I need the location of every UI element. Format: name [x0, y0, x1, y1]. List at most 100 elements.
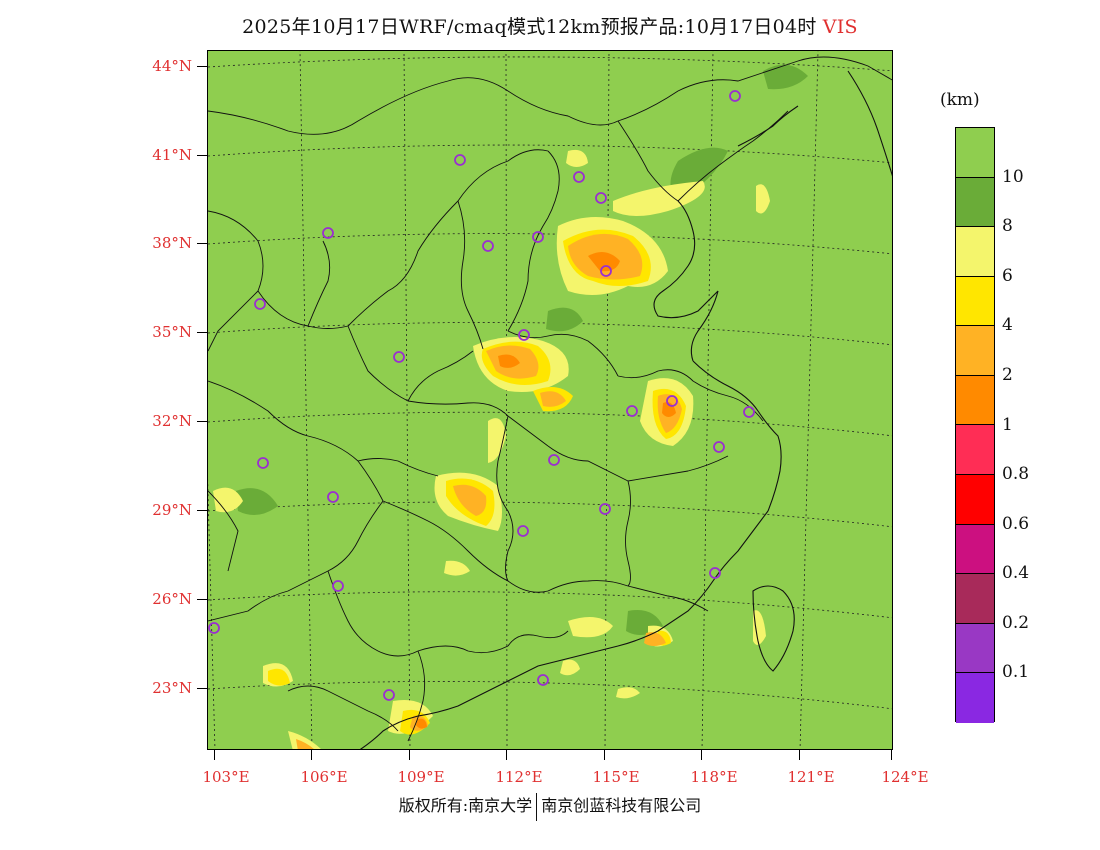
meridian-115: [604, 51, 610, 749]
parallel-23: [208, 681, 892, 710]
visibility-1km-areas: [416, 252, 676, 729]
station-marker: [709, 567, 721, 579]
copyright-text: 版权所有:南京大学: [398, 796, 533, 815]
lon-label-124: 124°E: [881, 768, 929, 786]
station-marker: [537, 674, 549, 686]
lat-tick: [197, 599, 207, 600]
station-marker: [599, 503, 611, 515]
colorbar-label: 0.8: [1002, 464, 1030, 485]
lat-tick: [197, 688, 207, 689]
colorbar-label: 8: [1002, 216, 1013, 237]
lon-label-121: 121°E: [787, 768, 835, 786]
colorbar-unit: (km): [940, 90, 980, 110]
colorbar-segment: [956, 276, 994, 327]
station-marker: [332, 580, 344, 592]
station-marker: [454, 154, 466, 166]
station-marker: [595, 192, 607, 204]
colorbar-segment: [956, 673, 994, 723]
lat-label-29: 29°N: [152, 501, 192, 519]
title-text: 2025年10月17日WRF/cmaq模式12km预报产品:10月17日04时: [242, 16, 817, 38]
footer: 版权所有:南京大学 南京创蓝科技有限公司: [0, 792, 1100, 821]
monitoring-stations: [208, 90, 755, 701]
colorbar-segment: [956, 227, 994, 277]
title-variable: VIS: [822, 16, 858, 38]
lon-tick: [506, 750, 507, 760]
meridian-121: [799, 51, 819, 749]
lon-tick: [891, 750, 892, 760]
meridian-109: [403, 51, 411, 749]
parallel-38: [208, 233, 892, 255]
station-marker: [208, 622, 220, 634]
lat-label-41: 41°N: [152, 146, 192, 164]
colorbar-label: 1: [1002, 414, 1013, 435]
lat-label-38: 38°N: [152, 234, 192, 252]
parallel-29: [208, 501, 892, 528]
colorbar-segment: [956, 375, 994, 426]
station-marker: [257, 457, 269, 469]
map-canvas: [208, 51, 892, 749]
station-marker: [713, 441, 725, 453]
lon-tick: [311, 750, 312, 760]
station-marker: [600, 265, 612, 277]
lon-tick: [214, 750, 215, 760]
colorbar-segment: [956, 326, 994, 376]
station-marker: [666, 395, 678, 407]
colorbar-segment: [956, 623, 994, 674]
lon-label-112: 112°E: [495, 768, 543, 786]
parallel-41: [208, 144, 892, 164]
lon-tick: [701, 750, 702, 760]
lon-label-106: 106°E: [300, 768, 348, 786]
lon-tick: [799, 750, 800, 760]
colorbar-label: 0.1: [1002, 662, 1030, 683]
lat-tick: [197, 155, 207, 156]
coastline: [359, 70, 892, 749]
lat-tick: [197, 66, 207, 67]
lat-tick: [197, 243, 207, 244]
meridian-103: [208, 478, 216, 749]
colorbar-segment: [956, 524, 994, 575]
colorbar-label: 0.6: [1002, 513, 1030, 534]
station-marker: [383, 689, 395, 701]
station-marker: [254, 298, 266, 310]
company-name: 南京创蓝科技有限公司: [541, 796, 702, 815]
colorbar-label: 6: [1002, 265, 1013, 286]
station-marker: [743, 406, 755, 418]
lat-label-44: 44°N: [152, 57, 192, 75]
lat-tick: [197, 510, 207, 511]
colorbar-segment: [956, 128, 994, 178]
graticule: [208, 51, 892, 749]
colorbar-segment: [956, 574, 994, 624]
station-marker: [573, 171, 585, 183]
lat-label-35: 35°N: [152, 323, 192, 341]
station-marker: [393, 351, 405, 363]
lat-label-26: 26°N: [152, 590, 192, 608]
station-marker: [327, 491, 339, 503]
station-marker: [518, 329, 530, 341]
colorbar-segment: [956, 425, 994, 476]
visibility-6km-areas: [213, 149, 770, 749]
lon-label-115: 115°E: [592, 768, 640, 786]
station-marker: [729, 90, 741, 102]
meridian-118: [701, 51, 714, 749]
colorbar-label: 2: [1002, 364, 1013, 385]
parallel-32: [208, 411, 892, 437]
colorbar-label: 0.4: [1002, 563, 1030, 584]
meridian-106: [299, 51, 313, 749]
lat-label-32: 32°N: [152, 412, 192, 430]
lat-tick: [197, 332, 207, 333]
map-title: 2025年10月17日WRF/cmaq模式12km预报产品:10月17日04时 V…: [0, 12, 1100, 39]
parallel-44: [208, 56, 892, 72]
footer-separator: [536, 792, 538, 821]
colorbar-label: 10: [1002, 166, 1024, 187]
colorbar-segment: [956, 475, 994, 525]
visibility-map[interactable]: [207, 50, 893, 750]
lon-tick: [409, 750, 410, 760]
station-marker: [517, 525, 529, 537]
station-marker: [626, 405, 638, 417]
visibility-4km-areas: [268, 229, 686, 735]
colorbar-label: 4: [1002, 315, 1013, 336]
colorbar: [955, 127, 995, 723]
station-marker: [532, 231, 544, 243]
meridian-112: [505, 51, 508, 749]
lat-tick: [197, 421, 207, 422]
